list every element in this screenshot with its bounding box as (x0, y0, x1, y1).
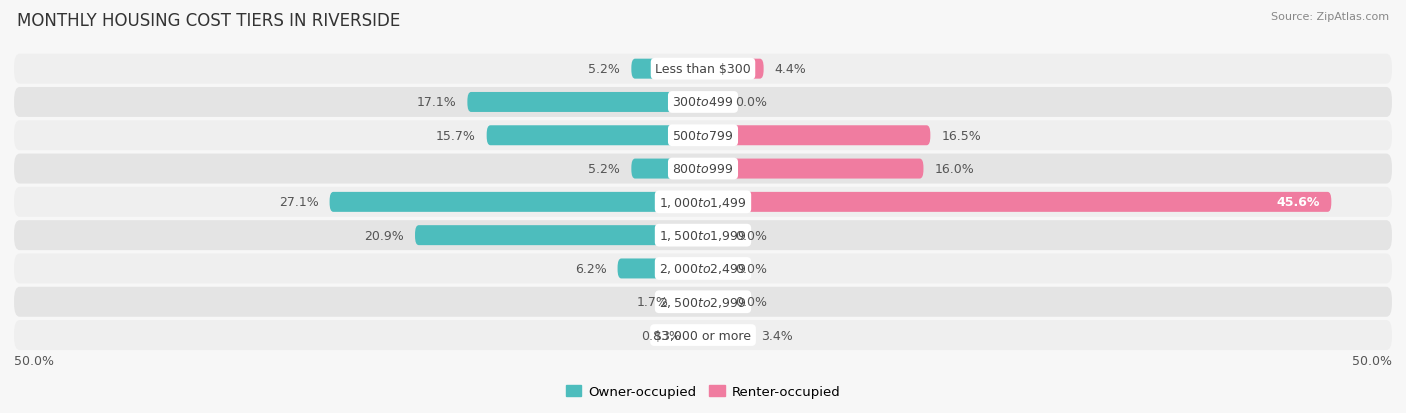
Text: 5.2%: 5.2% (589, 63, 620, 76)
Text: $1,500 to $1,999: $1,500 to $1,999 (659, 229, 747, 242)
Text: MONTHLY HOUSING COST TIERS IN RIVERSIDE: MONTHLY HOUSING COST TIERS IN RIVERSIDE (17, 12, 401, 30)
Text: 15.7%: 15.7% (436, 129, 475, 142)
FancyBboxPatch shape (703, 192, 1331, 212)
FancyBboxPatch shape (14, 221, 1392, 251)
FancyBboxPatch shape (14, 188, 1392, 217)
FancyBboxPatch shape (14, 320, 1392, 350)
FancyBboxPatch shape (415, 225, 703, 246)
FancyBboxPatch shape (631, 59, 703, 79)
Text: 0.0%: 0.0% (735, 296, 766, 309)
Text: $500 to $799: $500 to $799 (672, 129, 734, 142)
Text: $800 to $999: $800 to $999 (672, 163, 734, 176)
FancyBboxPatch shape (329, 192, 703, 212)
FancyBboxPatch shape (486, 126, 703, 146)
FancyBboxPatch shape (703, 325, 749, 345)
Text: 0.0%: 0.0% (735, 96, 766, 109)
Text: 20.9%: 20.9% (364, 229, 404, 242)
FancyBboxPatch shape (703, 225, 724, 246)
Text: 4.4%: 4.4% (775, 63, 807, 76)
FancyBboxPatch shape (14, 154, 1392, 184)
Text: $2,500 to $2,999: $2,500 to $2,999 (659, 295, 747, 309)
FancyBboxPatch shape (703, 159, 924, 179)
FancyBboxPatch shape (467, 93, 703, 113)
Text: 0.0%: 0.0% (735, 229, 766, 242)
FancyBboxPatch shape (14, 254, 1392, 284)
Text: 50.0%: 50.0% (14, 354, 53, 368)
Text: 16.5%: 16.5% (942, 129, 981, 142)
FancyBboxPatch shape (14, 287, 1392, 317)
Text: 0.0%: 0.0% (735, 262, 766, 275)
FancyBboxPatch shape (703, 126, 931, 146)
Text: $2,000 to $2,499: $2,000 to $2,499 (659, 262, 747, 276)
FancyBboxPatch shape (692, 325, 703, 345)
Text: Source: ZipAtlas.com: Source: ZipAtlas.com (1271, 12, 1389, 22)
FancyBboxPatch shape (703, 93, 724, 113)
FancyBboxPatch shape (617, 259, 703, 279)
FancyBboxPatch shape (703, 292, 724, 312)
Text: 17.1%: 17.1% (416, 96, 457, 109)
Text: 50.0%: 50.0% (1353, 354, 1392, 368)
FancyBboxPatch shape (703, 59, 763, 79)
FancyBboxPatch shape (703, 259, 724, 279)
FancyBboxPatch shape (14, 55, 1392, 84)
FancyBboxPatch shape (679, 292, 703, 312)
Text: $1,000 to $1,499: $1,000 to $1,499 (659, 195, 747, 209)
Text: 1.7%: 1.7% (637, 296, 669, 309)
FancyBboxPatch shape (14, 121, 1392, 151)
Text: 6.2%: 6.2% (575, 262, 606, 275)
Text: 5.2%: 5.2% (589, 163, 620, 176)
Text: 16.0%: 16.0% (935, 163, 974, 176)
Text: $300 to $499: $300 to $499 (672, 96, 734, 109)
FancyBboxPatch shape (631, 159, 703, 179)
Legend: Owner-occupied, Renter-occupied: Owner-occupied, Renter-occupied (560, 380, 846, 404)
Text: 27.1%: 27.1% (278, 196, 319, 209)
Text: 45.6%: 45.6% (1277, 196, 1320, 209)
Text: $3,000 or more: $3,000 or more (655, 329, 751, 342)
Text: 0.83%: 0.83% (641, 329, 681, 342)
FancyBboxPatch shape (14, 88, 1392, 118)
Text: 3.4%: 3.4% (761, 329, 793, 342)
Text: Less than $300: Less than $300 (655, 63, 751, 76)
